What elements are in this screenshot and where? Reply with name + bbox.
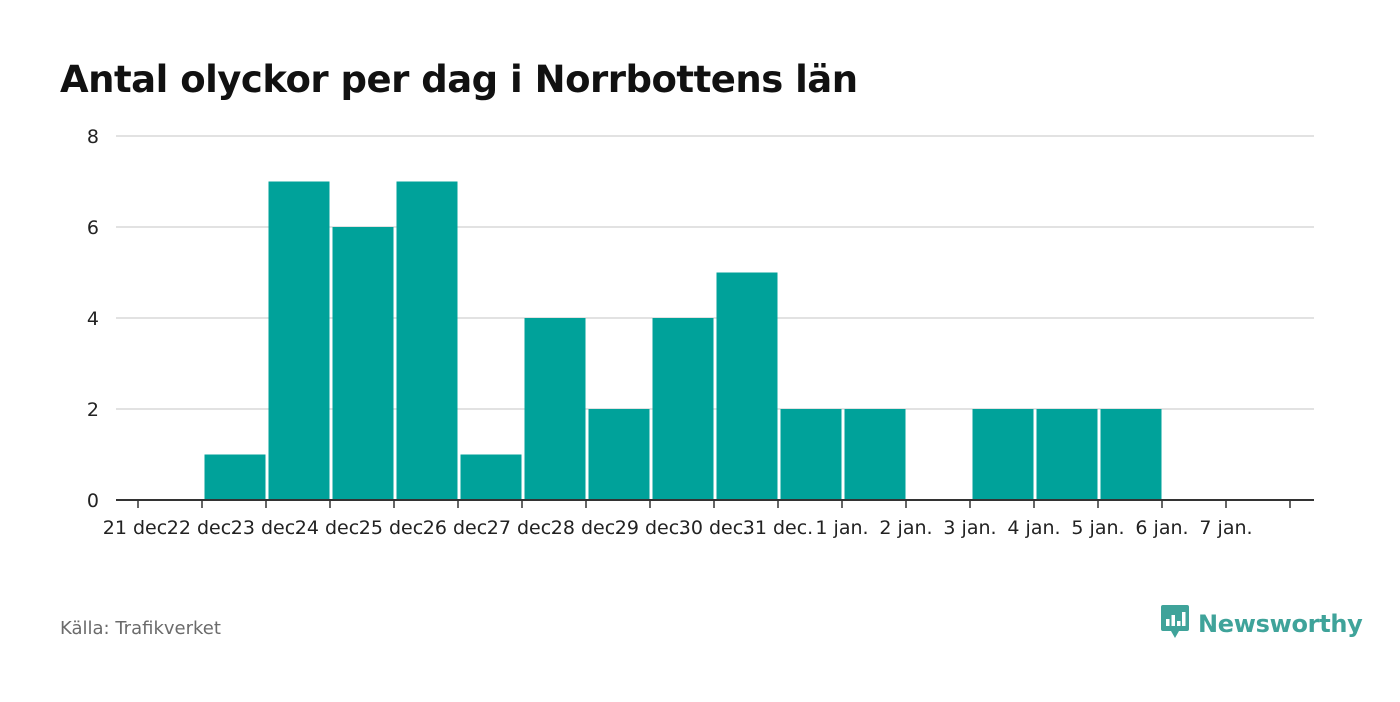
bar xyxy=(460,454,522,500)
bar xyxy=(524,318,586,500)
source-note: Källa: Trafikverket xyxy=(60,618,221,639)
y-tick-label: 0 xyxy=(87,490,99,512)
x-tick-label: 30 dec. xyxy=(679,517,749,539)
newsworthy-logo-icon xyxy=(1160,604,1190,644)
brand-name: Newsworthy xyxy=(1198,610,1363,638)
x-tick-label: 29 dec. xyxy=(615,517,685,539)
y-axis-tick-labels: 0 2 4 6 8 xyxy=(87,126,99,512)
y-tick-label: 4 xyxy=(87,308,99,330)
x-tick-label: 7 jan. xyxy=(1199,517,1252,539)
x-tick-label: 3 jan. xyxy=(943,517,996,539)
x-tick-label: 6 jan. xyxy=(1135,517,1188,539)
bar xyxy=(1100,409,1162,500)
bar xyxy=(1036,409,1098,500)
x-tick-label: 21 dec. xyxy=(103,517,173,539)
chart-title: Antal olyckor per dag i Norrbottens län xyxy=(60,58,858,101)
bar xyxy=(332,227,394,500)
x-tick-label: 24 dec. xyxy=(295,517,365,539)
x-tick-label: 25 dec. xyxy=(359,517,429,539)
x-tick-label: 2 jan. xyxy=(879,517,932,539)
bar xyxy=(716,272,778,500)
x-axis-tick-labels: 21 dec.22 dec.23 dec.24 dec.25 dec.26 de… xyxy=(103,517,1253,539)
x-tick-label: 31 dec. xyxy=(743,517,813,539)
x-tick-label: 23 dec. xyxy=(231,517,301,539)
bar xyxy=(204,454,266,500)
bar xyxy=(972,409,1034,500)
y-tick-label: 8 xyxy=(87,126,99,148)
x-tick-label: 22 dec. xyxy=(167,517,237,539)
brand-logo[interactable]: Newsworthy xyxy=(1160,604,1363,644)
x-tick-label: 1 jan. xyxy=(815,517,868,539)
bars xyxy=(204,181,1162,500)
x-tick-label: 5 jan. xyxy=(1071,517,1124,539)
x-tick-label: 26 dec. xyxy=(423,517,493,539)
bar xyxy=(780,409,842,500)
x-tick-label: 28 dec. xyxy=(551,517,621,539)
bar xyxy=(396,181,458,500)
y-tick-label: 2 xyxy=(87,399,99,421)
x-tick-label: 27 dec. xyxy=(487,517,557,539)
x-tick-label: 4 jan. xyxy=(1007,517,1060,539)
bar xyxy=(844,409,906,500)
bar xyxy=(268,181,330,500)
y-tick-label: 6 xyxy=(87,217,99,239)
bar xyxy=(588,409,650,500)
bar xyxy=(652,318,714,500)
x-axis xyxy=(116,499,1314,508)
